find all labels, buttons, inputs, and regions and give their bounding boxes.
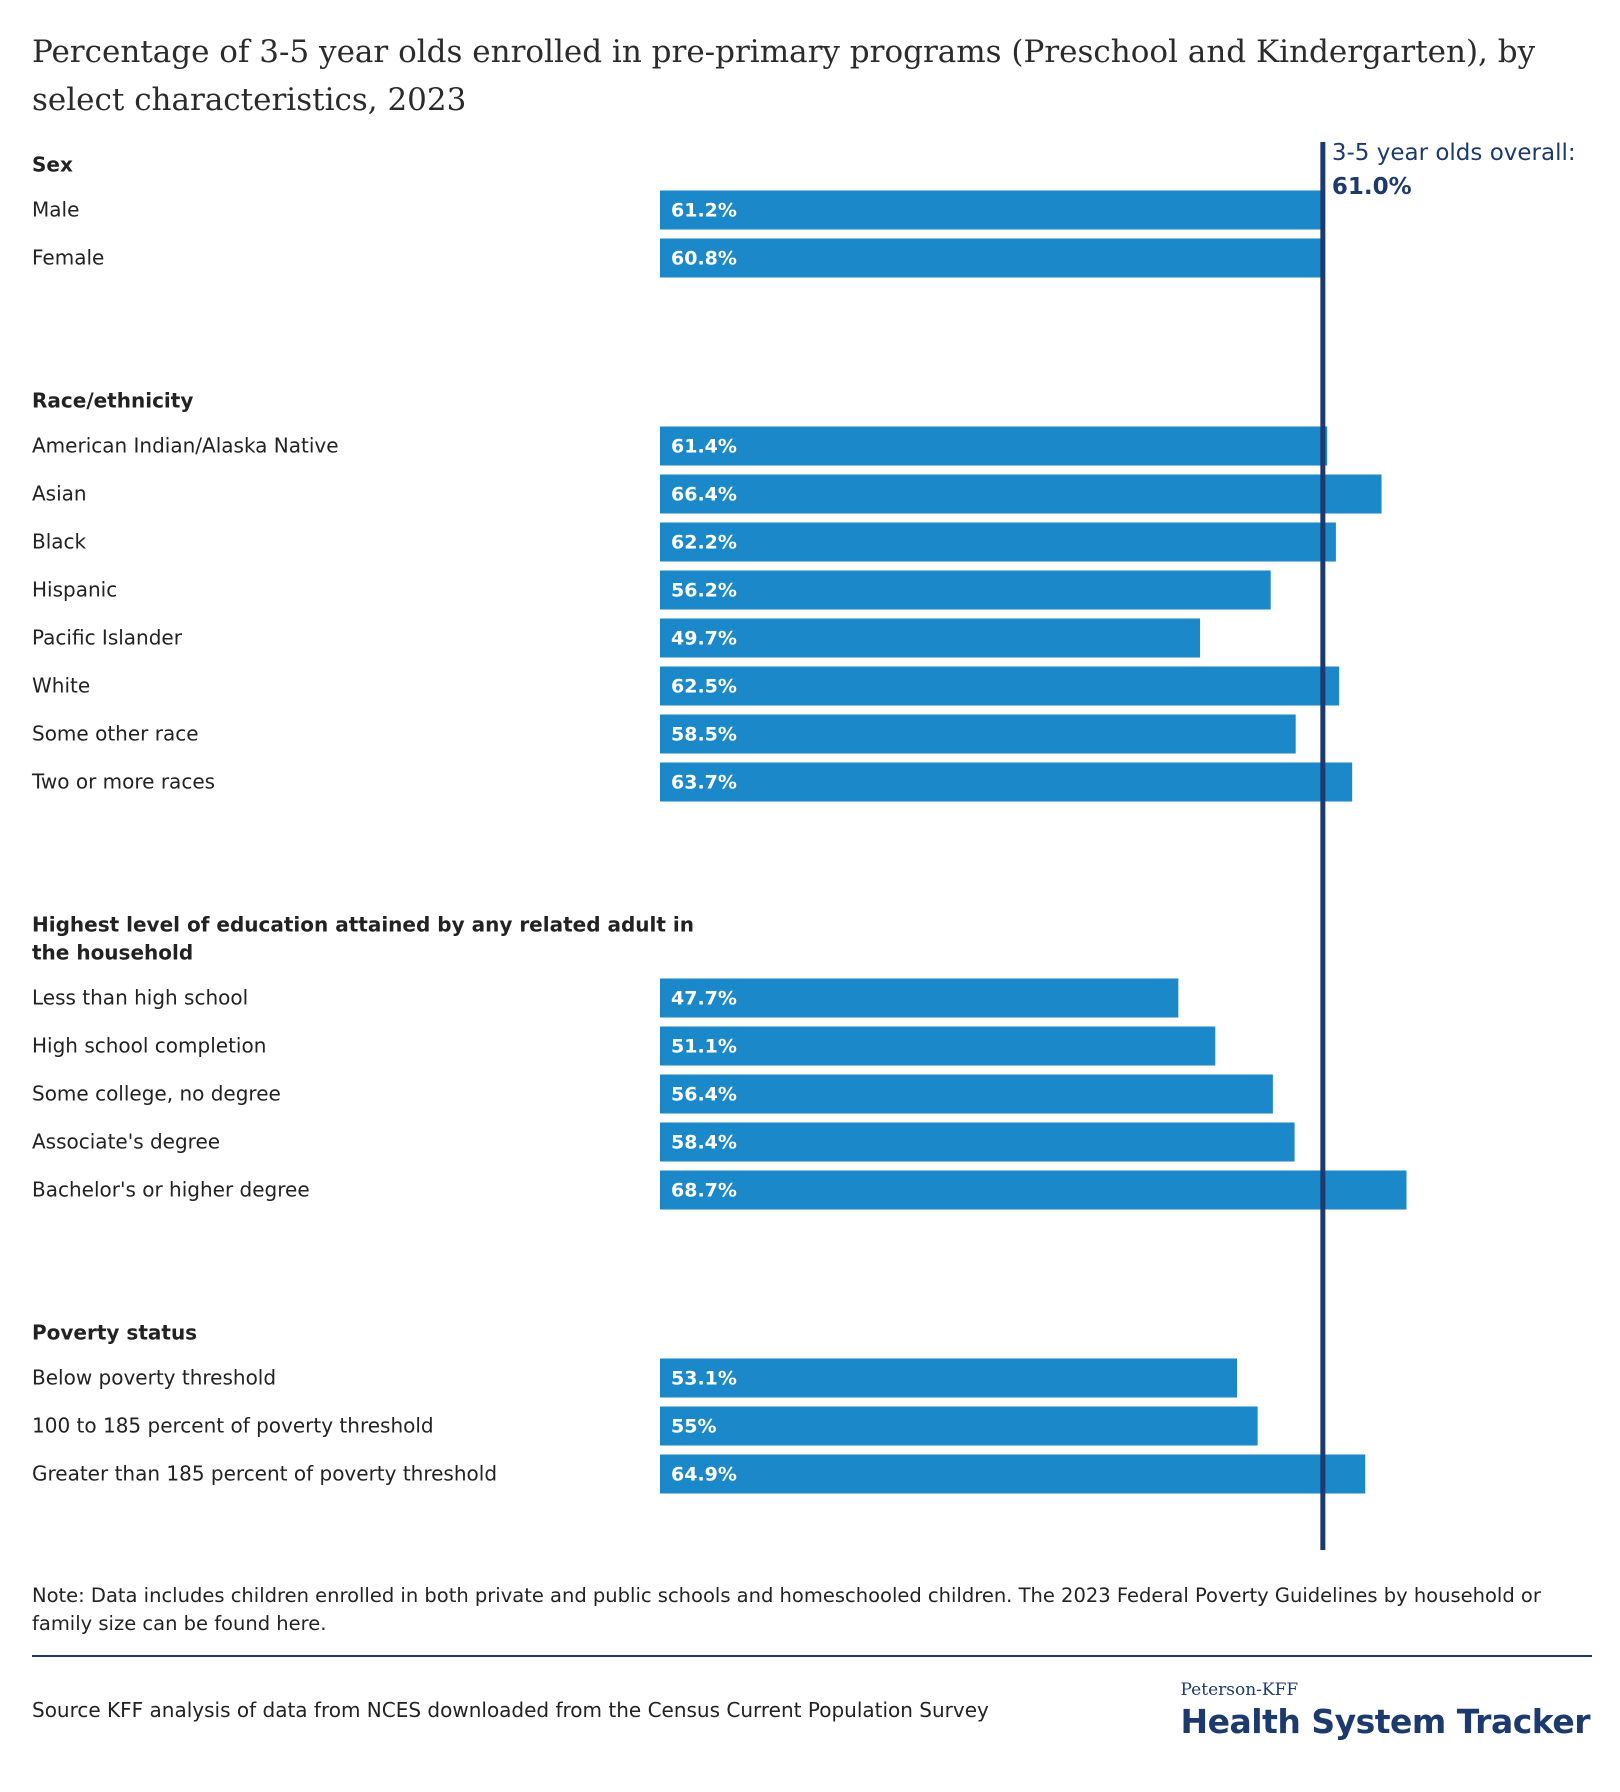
- bar-value-label: 56.4%: [671, 1084, 737, 1106]
- bar-value-label: 56.2%: [671, 580, 737, 602]
- bar: [660, 426, 1328, 466]
- bar-value-label: 49.7%: [671, 628, 737, 650]
- category-label: Less than high school: [32, 986, 248, 1010]
- bar-value-label: 47.7%: [671, 988, 737, 1010]
- bar-value-label: 61.4%: [671, 436, 737, 458]
- bar-value-label: 53.1%: [671, 1368, 737, 1390]
- bar-value-label: 58.5%: [671, 724, 737, 746]
- bar-value-label: 61.2%: [671, 200, 737, 222]
- bar: [660, 666, 1340, 706]
- category-label: 100 to 185 percent of poverty threshold: [32, 1414, 434, 1438]
- category-label: Greater than 185 percent of poverty thre…: [32, 1462, 497, 1486]
- reference-line-label: 3-5 year olds overall:: [1332, 140, 1576, 166]
- group-title: Race/ethnicity: [32, 389, 193, 413]
- reference-line-value: 61.0%: [1332, 174, 1412, 200]
- bar-value-label: 60.8%: [671, 248, 737, 270]
- logo-top-text: Peterson-KFF: [1180, 1680, 1299, 1700]
- category-label: Some college, no degree: [32, 1082, 281, 1106]
- category-label: Black: [32, 530, 87, 554]
- category-label: Hispanic: [32, 578, 117, 602]
- bar: [660, 190, 1326, 230]
- logo-bottom-text: Health System Tracker: [1180, 1702, 1591, 1741]
- bar: [660, 474, 1382, 514]
- category-label: High school completion: [32, 1034, 266, 1058]
- group-title: Highest level of education attained by a…: [32, 913, 694, 937]
- bar: [660, 1122, 1295, 1162]
- category-label: Male: [32, 198, 79, 222]
- category-label: Below poverty threshold: [32, 1366, 276, 1390]
- bar-chart: Sex Male 61.2% Female 60.8% Race/ethnicity Ame…: [31, 140, 1576, 1550]
- category-label: American Indian/Alaska Native: [32, 434, 339, 458]
- category-label: Bachelor's or higher degree: [32, 1178, 310, 1202]
- group-title: Poverty status: [32, 1321, 197, 1345]
- category-label: Female: [32, 246, 104, 270]
- bar: [660, 1170, 1407, 1210]
- category-label: Some other race: [32, 722, 199, 746]
- chart-title: Percentage of 3-5 year olds enrolled in …: [32, 34, 1536, 118]
- footer-divider: [32, 1655, 1592, 1657]
- bar: [660, 762, 1353, 802]
- category-label: Associate's degree: [32, 1130, 220, 1154]
- bar-value-label: 63.7%: [671, 772, 737, 794]
- bar-value-label: 68.7%: [671, 1180, 737, 1202]
- bar: [660, 978, 1179, 1018]
- bar-value-label: 66.4%: [671, 484, 737, 506]
- bar: [660, 1454, 1366, 1494]
- bar-value-label: 55%: [671, 1416, 716, 1438]
- bar: [660, 570, 1271, 610]
- chart-note: Note: Data includes children enrolled in…: [32, 1584, 1541, 1635]
- group-title: Sex: [32, 153, 73, 177]
- bar: [660, 1074, 1273, 1114]
- bar: [660, 1406, 1258, 1446]
- bar: [660, 618, 1201, 658]
- category-label: Two or more races: [31, 770, 215, 794]
- bar-value-label: 62.5%: [671, 676, 737, 698]
- bar-value-label: 64.9%: [671, 1464, 737, 1486]
- bar: [660, 522, 1336, 562]
- bar-value-label: 58.4%: [671, 1132, 737, 1154]
- category-label: Asian: [32, 482, 87, 506]
- bar: [660, 1026, 1216, 1066]
- bar: [660, 238, 1321, 278]
- logo: Peterson-KFF Health System Tracker: [1181, 1680, 1591, 1741]
- bar: [660, 1358, 1238, 1398]
- bar: [660, 714, 1296, 754]
- source-text: Source KFF analysis of data from NCES do…: [32, 1698, 989, 1722]
- category-label: White: [32, 674, 90, 698]
- bar-value-label: 62.2%: [671, 532, 737, 554]
- bar-value-label: 51.1%: [671, 1036, 737, 1058]
- group-title: the household: [32, 941, 193, 965]
- category-label: Pacific Islander: [32, 626, 183, 650]
